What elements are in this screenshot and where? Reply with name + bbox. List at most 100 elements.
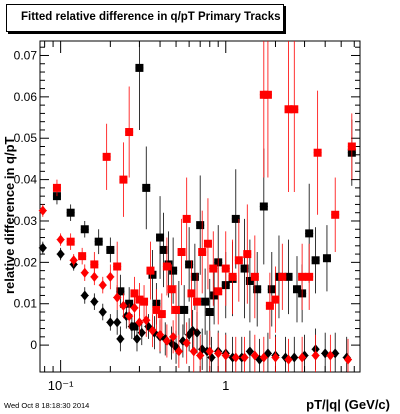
data-point-diamond — [80, 267, 89, 278]
data-point-square — [193, 297, 202, 306]
data-point-square — [177, 248, 186, 257]
data-point-square — [284, 272, 293, 281]
data-point-square — [250, 272, 259, 281]
data-point-square — [156, 233, 165, 242]
data-point-diamond — [56, 234, 65, 245]
data-point-square — [221, 264, 230, 273]
data-point-diamond — [90, 271, 99, 282]
data-point-square — [311, 256, 320, 265]
data-point-square — [263, 90, 272, 99]
data-point-diamond — [137, 327, 146, 338]
data-point-diamond — [182, 338, 191, 349]
data-point-square — [157, 310, 166, 319]
data-point-square — [106, 245, 115, 254]
y-tick-label: 0.02 — [14, 255, 38, 269]
data-point-square — [305, 272, 314, 281]
data-point-square — [142, 183, 151, 192]
data-point-square — [234, 256, 243, 265]
y-tick-label: 0.06 — [14, 90, 38, 104]
data-point-square — [198, 248, 207, 257]
data-point-diamond — [38, 242, 47, 253]
data-point-square — [265, 301, 274, 310]
data-point-square — [210, 291, 219, 300]
data-point-square — [243, 250, 252, 259]
data-point-square — [290, 105, 299, 114]
data-point-square — [203, 239, 212, 248]
data-point-diamond — [245, 346, 254, 357]
data-point-square — [125, 128, 134, 137]
y-tick-label: 0 — [30, 338, 37, 352]
data-point-diamond — [98, 280, 107, 291]
data-point-square — [169, 266, 178, 275]
data-point-diamond — [80, 290, 89, 301]
data-point-square — [140, 297, 149, 306]
data-point-square — [182, 214, 191, 223]
x-tick-label: 1 — [222, 378, 229, 393]
data-point-diamond — [113, 292, 122, 303]
data-point-square — [116, 287, 125, 296]
data-point-square — [292, 285, 301, 294]
data-point-square — [135, 295, 144, 304]
y-tick-label: 0.01 — [14, 297, 38, 311]
data-point-square — [278, 272, 287, 281]
data-point-square — [80, 225, 89, 234]
data-point-diamond — [119, 300, 128, 311]
data-point-square — [130, 289, 139, 298]
data-point-square — [113, 262, 122, 271]
data-point-square — [78, 252, 87, 261]
data-point-square — [284, 105, 293, 114]
data-point-diamond — [148, 325, 157, 336]
data-point-diamond — [162, 335, 171, 346]
data-point-diamond — [205, 346, 214, 357]
data-point-square — [228, 272, 237, 281]
data-point-square — [180, 305, 189, 314]
data-point-square — [298, 272, 307, 281]
data-point-diamond — [130, 302, 139, 313]
data-point-square — [119, 175, 128, 184]
y-tick-label: 0.05 — [14, 131, 38, 145]
data-point-square — [196, 221, 205, 230]
data-point-diamond — [298, 352, 307, 363]
data-point-square — [90, 260, 99, 269]
data-point-diamond — [116, 333, 125, 344]
y-axis-label: relative difference in q/pT — [2, 136, 17, 295]
data-point-square — [271, 295, 280, 304]
data-points — [38, 41, 356, 372]
data-point-diamond — [196, 350, 205, 361]
data-point-square — [214, 287, 223, 296]
data-point-square — [322, 254, 331, 263]
data-point-diamond — [135, 317, 144, 328]
data-point-diamond — [90, 296, 99, 307]
data-point-diamond — [193, 327, 202, 338]
data-point-square — [209, 264, 218, 273]
data-point-square — [305, 229, 314, 238]
data-point-diamond — [284, 354, 293, 365]
data-point-diamond — [38, 205, 47, 216]
data-point-square — [331, 210, 340, 219]
x-axis-label: pT/|q| (GeV/c) — [306, 397, 390, 412]
data-point-diamond — [189, 346, 198, 357]
data-point-square — [162, 262, 171, 271]
data-point-diamond — [250, 350, 259, 361]
data-point-diamond — [156, 329, 165, 340]
data-point-square — [313, 148, 322, 157]
data-point-square — [102, 152, 111, 161]
data-point-square — [94, 237, 103, 246]
y-tick-label: 0.03 — [14, 214, 38, 228]
data-point-diamond — [214, 348, 223, 359]
data-point-square — [66, 237, 75, 246]
data-point-diamond — [56, 249, 65, 260]
data-point-diamond — [311, 350, 320, 361]
data-point-diamond — [169, 331, 178, 342]
data-point-square — [201, 297, 210, 306]
data-point-diamond — [290, 352, 299, 363]
data-point-square — [205, 308, 214, 317]
data-point-diamond — [98, 307, 107, 318]
data-point-square — [245, 276, 254, 285]
data-point-diamond — [231, 352, 240, 363]
timestamp: Wed Oct 8 18:18:30 2014 — [4, 401, 90, 410]
data-point-square — [172, 305, 181, 314]
y-tick-label: 0.04 — [14, 173, 38, 187]
data-point-diamond — [271, 352, 280, 363]
